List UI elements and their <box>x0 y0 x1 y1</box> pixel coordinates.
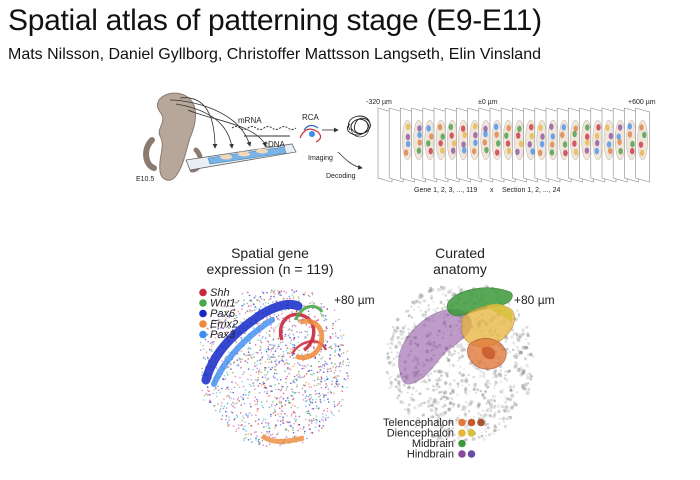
gene-panel-depth: +80 µm <box>334 293 375 307</box>
tissue-section <box>556 107 572 183</box>
arrow-2 <box>175 103 234 149</box>
tissue-section <box>500 107 516 183</box>
mrna-strand <box>231 126 297 130</box>
legend-swatch <box>199 299 207 307</box>
rca-primer <box>299 128 322 143</box>
decoding-label: Decoding <box>326 173 356 180</box>
legend-label: Pax3 <box>210 329 236 341</box>
tissue-section <box>456 107 471 183</box>
legend-label: Pax6 <box>210 308 236 320</box>
anatomy-panel-title-1: Curated <box>435 245 485 261</box>
legend-swatch <box>199 288 207 297</box>
cdna-label: cDNA <box>264 140 286 149</box>
tissue-section <box>624 107 639 183</box>
times-label: x <box>490 187 494 194</box>
anatomy-panel-title-2: anatomy <box>433 261 487 277</box>
anatomy-legend-swatch <box>458 450 466 458</box>
pax3-band <box>211 317 275 387</box>
tissue-section <box>590 107 606 183</box>
tissue-section <box>444 107 460 183</box>
tissue-section <box>422 107 438 183</box>
tissue-section <box>411 107 426 183</box>
anatomy-legend-swatch <box>458 439 466 448</box>
anatomy-panel: Curated anatomy +80 µm TelencephalonDien… <box>383 245 555 461</box>
tissue-section <box>388 107 404 183</box>
anatomy-legend-swatch <box>458 429 466 437</box>
tissue-section <box>433 107 449 183</box>
legend-swatch <box>199 330 207 339</box>
sections-label: Section 1, 2, ..., 24 <box>502 187 560 194</box>
glass-slide <box>185 143 297 171</box>
tissue-section <box>400 107 415 183</box>
anatomy-legend-label: Midbrain <box>412 438 454 450</box>
legend-label: Wnt1 <box>210 298 236 310</box>
genes-label: Gene 1, 2, 3, ..., 119 <box>414 187 477 194</box>
anatomy-legend: TelencephalonDiencephalonMidbrainHindbra… <box>383 417 485 461</box>
rca-label: RCA <box>302 113 320 122</box>
section-stack <box>377 107 650 183</box>
gene-expression-panel: Spatial gene expression (n = 119) +80 µm… <box>199 245 375 447</box>
anatomy-legend-label: Diencephalon <box>387 428 454 440</box>
page-title: Spatial atlas of patterning stage (E9-E1… <box>8 4 542 37</box>
authors-line: Mats Nilsson, Daniel Gyllborg, Christoff… <box>8 46 541 63</box>
tissue-section <box>612 107 628 183</box>
tissue-section <box>534 107 550 183</box>
anatomy-panel-depth: +80 µm <box>514 293 555 307</box>
tissue-section <box>523 107 538 183</box>
arrow-1 <box>179 97 218 149</box>
anatomy-legend-swatch <box>477 418 485 427</box>
tissue-section <box>489 107 505 183</box>
tissue-section <box>601 107 617 183</box>
legend-label: Emx2 <box>210 319 238 331</box>
tissue-section <box>377 107 393 183</box>
depth-end-label: +600 µm <box>628 99 656 106</box>
anatomy-legend-label: Telencephalon <box>383 417 454 429</box>
imaging-label: Imaging <box>308 155 333 162</box>
anatomy-legend-label: Hindbrain <box>407 449 454 461</box>
anatomy-legend-swatch <box>467 418 476 427</box>
legend-label: Shh <box>210 287 230 299</box>
rca-product <box>346 115 371 136</box>
embryo-stage-label: E10.5 <box>136 176 154 183</box>
gene-panel-title-2: expression (n = 119) <box>207 261 334 277</box>
anatomy-legend-swatch <box>467 450 476 458</box>
anatomy-legend-swatch <box>458 418 466 427</box>
tissue-section <box>512 107 527 183</box>
gene-panel-title-1: Spatial gene <box>231 245 309 261</box>
arrow-3 <box>169 99 252 147</box>
legend-swatch <box>199 320 207 328</box>
pax6-band <box>201 299 303 385</box>
depth-start-label: -320 µm <box>366 99 392 106</box>
wnt1-band <box>294 304 324 321</box>
mrna-label: mRNA <box>238 116 262 125</box>
tissue-section <box>568 107 583 183</box>
tissue-section <box>545 107 561 183</box>
tissue-section <box>467 107 482 183</box>
legend-swatch <box>199 309 207 318</box>
emx2-band <box>294 318 325 361</box>
depth-mid-label: ±0 µm <box>478 99 498 106</box>
workflow-schematic: E10.5 mRNA cDNA RCA Imaging Decodi <box>136 92 656 194</box>
tissue-section <box>635 107 650 183</box>
anatomy-legend-swatch <box>467 429 476 437</box>
arrow-4 <box>187 109 267 147</box>
rca-polymerase <box>309 131 315 137</box>
